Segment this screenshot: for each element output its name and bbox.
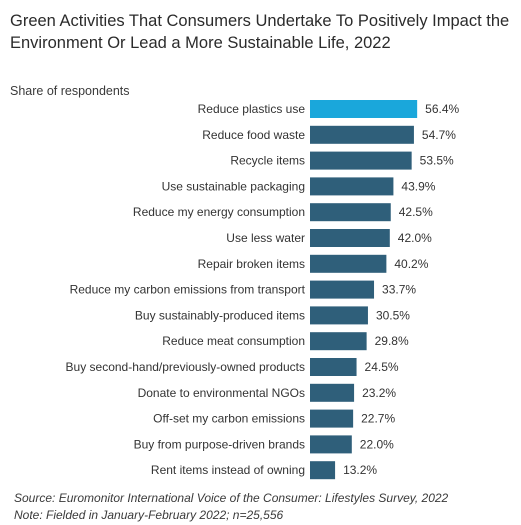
value-label: 30.5%	[376, 308, 410, 322]
category-label: Repair broken items	[198, 257, 305, 271]
bar	[310, 358, 357, 376]
bar	[310, 332, 367, 351]
value-label: 53.5%	[420, 154, 454, 168]
value-label: 42.0%	[398, 231, 432, 245]
bar	[310, 229, 390, 247]
bar	[310, 100, 418, 118]
bar	[310, 125, 414, 144]
category-label: Rent items instead of owning	[151, 463, 305, 477]
category-label: Reduce my carbon emissions from transpor…	[70, 283, 306, 297]
bar	[310, 254, 387, 273]
source-note: Source: Euromonitor International Voice …	[14, 491, 449, 505]
bar	[310, 461, 336, 480]
category-label: Buy from purpose-driven brands	[134, 437, 305, 451]
category-label: Donate to environmental NGOs	[138, 386, 305, 400]
value-label: 13.2%	[343, 463, 377, 477]
category-label: Reduce my energy consumption	[133, 205, 305, 219]
category-label: Recycle items	[230, 154, 305, 168]
bar	[310, 306, 368, 325]
value-label: 40.2%	[394, 257, 428, 271]
bar-chart: Reduce plastics use 56.4% Reduce food wast…	[0, 92, 521, 482]
category-label: Buy sustainably-produced items	[135, 308, 305, 322]
category-label: Reduce plastics use	[198, 102, 306, 116]
fielded-note: Note: Fielded in January-February 2022; …	[14, 508, 284, 522]
chart-subtitle: Share of respondents	[10, 84, 130, 98]
bar-chart-svg: Reduce plastics use 56.4% Reduce food wast…	[66, 100, 460, 480]
value-label: 23.2%	[362, 386, 396, 400]
value-label: 33.7%	[382, 283, 416, 297]
bar	[310, 203, 391, 222]
value-label: 56.4%	[425, 102, 459, 116]
value-label: 54.7%	[422, 128, 456, 142]
value-label: 29.8%	[375, 334, 409, 348]
category-label: Off-set my carbon emissions	[153, 412, 305, 426]
bar	[310, 409, 354, 428]
bar	[310, 383, 355, 402]
chart-title: Green Activities That Consumers Undertak…	[10, 12, 510, 52]
value-label: 42.5%	[399, 205, 433, 219]
value-label: 22.0%	[360, 437, 394, 451]
category-label: Reduce meat consumption	[162, 334, 305, 348]
bar	[310, 280, 375, 299]
category-label: Use less water	[226, 231, 305, 245]
bar	[310, 435, 352, 454]
value-label: 43.9%	[401, 179, 435, 193]
category-label: Buy second-hand/previously-owned product…	[66, 360, 305, 374]
category-label: Reduce food waste	[202, 128, 305, 142]
bar	[310, 151, 412, 170]
value-label: 22.7%	[361, 412, 395, 426]
category-label: Use sustainable packaging	[162, 179, 305, 193]
bar	[310, 177, 394, 196]
value-label: 24.5%	[365, 360, 399, 374]
